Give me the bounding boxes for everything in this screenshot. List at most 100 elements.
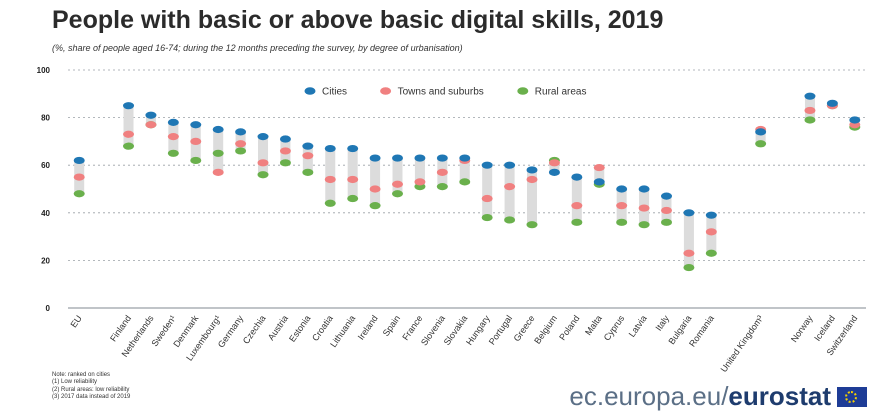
point-towns-and-suburbs xyxy=(145,121,157,129)
point-cities xyxy=(481,161,493,169)
range-bar xyxy=(683,212,694,268)
point-towns-and-suburbs xyxy=(257,159,269,167)
point-cities xyxy=(212,125,224,134)
range-bar xyxy=(594,167,605,185)
point-towns-and-suburbs xyxy=(302,152,314,160)
point-rural-areas xyxy=(369,202,381,210)
legend: Cities Towns and suburbs Rural areas xyxy=(304,87,587,98)
y-tick-label: 100 xyxy=(37,66,51,75)
point-rural-areas xyxy=(481,213,493,222)
y-tick-label: 40 xyxy=(41,209,50,218)
point-cities xyxy=(849,116,861,124)
x-tick-label: Malta xyxy=(583,313,604,337)
point-cities xyxy=(661,192,672,200)
range-bar xyxy=(504,165,515,220)
x-tick-label: Cyprus xyxy=(602,313,627,342)
point-cities xyxy=(347,144,359,153)
point-towns-and-suburbs xyxy=(392,180,404,188)
x-tick-label: Latvia xyxy=(627,313,649,338)
point-towns-and-suburbs xyxy=(683,249,695,257)
point-cities xyxy=(826,99,838,107)
point-towns-and-suburbs xyxy=(436,168,448,176)
point-cities xyxy=(804,92,816,100)
point-towns-and-suburbs xyxy=(705,228,717,236)
range-bar xyxy=(392,158,403,194)
eu-flag-icon xyxy=(837,386,867,407)
point-cities xyxy=(683,209,695,217)
legend-label: Rural areas xyxy=(535,87,587,98)
point-cities xyxy=(73,156,85,165)
point-towns-and-suburbs xyxy=(661,206,672,215)
legend-marker xyxy=(517,87,529,95)
point-cities xyxy=(369,154,381,162)
range-bar xyxy=(459,158,470,182)
point-cities xyxy=(755,128,767,136)
y-tick-label: 80 xyxy=(41,114,50,123)
x-tick-label: Portugal xyxy=(487,313,514,346)
point-cities xyxy=(167,118,179,126)
x-tick-labels: EU FinlandNetherlandsSweden¹DenmarkLuxemb… xyxy=(68,313,859,372)
brand-eurostat: eurostat xyxy=(728,381,831,411)
point-rural-areas xyxy=(279,159,291,167)
point-cities xyxy=(526,166,538,174)
x-tick-label: Italy xyxy=(653,313,671,333)
point-rural-areas xyxy=(804,116,816,124)
point-rural-areas xyxy=(324,199,336,207)
point-towns-and-suburbs xyxy=(414,178,426,186)
brand-url-prefix: ec.europa.eu/ xyxy=(569,381,729,411)
point-cities xyxy=(459,154,471,162)
range-bar xyxy=(145,115,156,125)
point-rural-areas xyxy=(571,218,583,226)
point-towns-and-suburbs xyxy=(616,202,628,210)
point-cities xyxy=(302,142,314,150)
point-cities xyxy=(593,178,605,186)
point-towns-and-suburbs xyxy=(73,173,85,181)
point-rural-areas xyxy=(504,216,516,224)
point-cities xyxy=(616,185,628,193)
chart-title: People with basic or above basic digital… xyxy=(52,6,664,34)
point-rural-areas xyxy=(392,190,404,198)
point-cities xyxy=(324,144,336,153)
range-bar xyxy=(482,165,493,218)
notes: Note: ranked on cities (1) Low reliabili… xyxy=(52,372,130,401)
point-rural-areas xyxy=(755,140,767,148)
point-towns-and-suburbs xyxy=(571,202,583,210)
legend-label: Towns and suburbs xyxy=(398,87,484,98)
point-rural-areas xyxy=(347,194,359,203)
point-rural-areas xyxy=(705,249,717,257)
range-bar xyxy=(370,158,381,206)
point-towns-and-suburbs xyxy=(504,183,516,191)
point-rural-areas xyxy=(526,221,538,229)
x-tick-label: Ireland xyxy=(356,313,380,341)
point-towns-and-suburbs xyxy=(638,204,650,212)
note-line: (2) Rural areas: low reliability xyxy=(52,386,130,393)
point-rural-areas xyxy=(73,190,85,198)
note-line: (1) Low reliability xyxy=(52,379,98,386)
legend-marker xyxy=(304,87,316,95)
point-towns-and-suburbs xyxy=(593,163,605,172)
point-rural-areas xyxy=(167,149,179,157)
point-towns-and-suburbs xyxy=(123,130,135,138)
point-rural-areas xyxy=(190,156,202,165)
range-bar xyxy=(571,177,582,223)
point-cities xyxy=(123,102,135,110)
x-tick-label: Spain xyxy=(381,313,402,338)
point-towns-and-suburbs xyxy=(369,185,381,193)
data-points xyxy=(73,92,861,272)
range-bar xyxy=(123,105,134,147)
point-towns-and-suburbs xyxy=(526,175,538,184)
point-towns-and-suburbs xyxy=(235,140,247,148)
point-towns-and-suburbs xyxy=(167,133,179,141)
point-rural-areas xyxy=(436,183,448,191)
x-tick-label: Estonia xyxy=(287,313,312,343)
point-cities xyxy=(571,173,583,181)
x-tick-label: Norway xyxy=(789,313,815,344)
note-line: Note: ranked on cities xyxy=(52,372,111,378)
point-towns-and-suburbs xyxy=(347,175,359,184)
point-cities xyxy=(414,154,426,162)
point-rural-areas xyxy=(459,178,471,186)
point-towns-and-suburbs xyxy=(212,168,224,176)
eurostat-brand[interactable]: ec.europa.eu/eurostat xyxy=(569,381,867,412)
legend-label: Cities xyxy=(322,87,347,98)
range-bar xyxy=(258,136,269,175)
